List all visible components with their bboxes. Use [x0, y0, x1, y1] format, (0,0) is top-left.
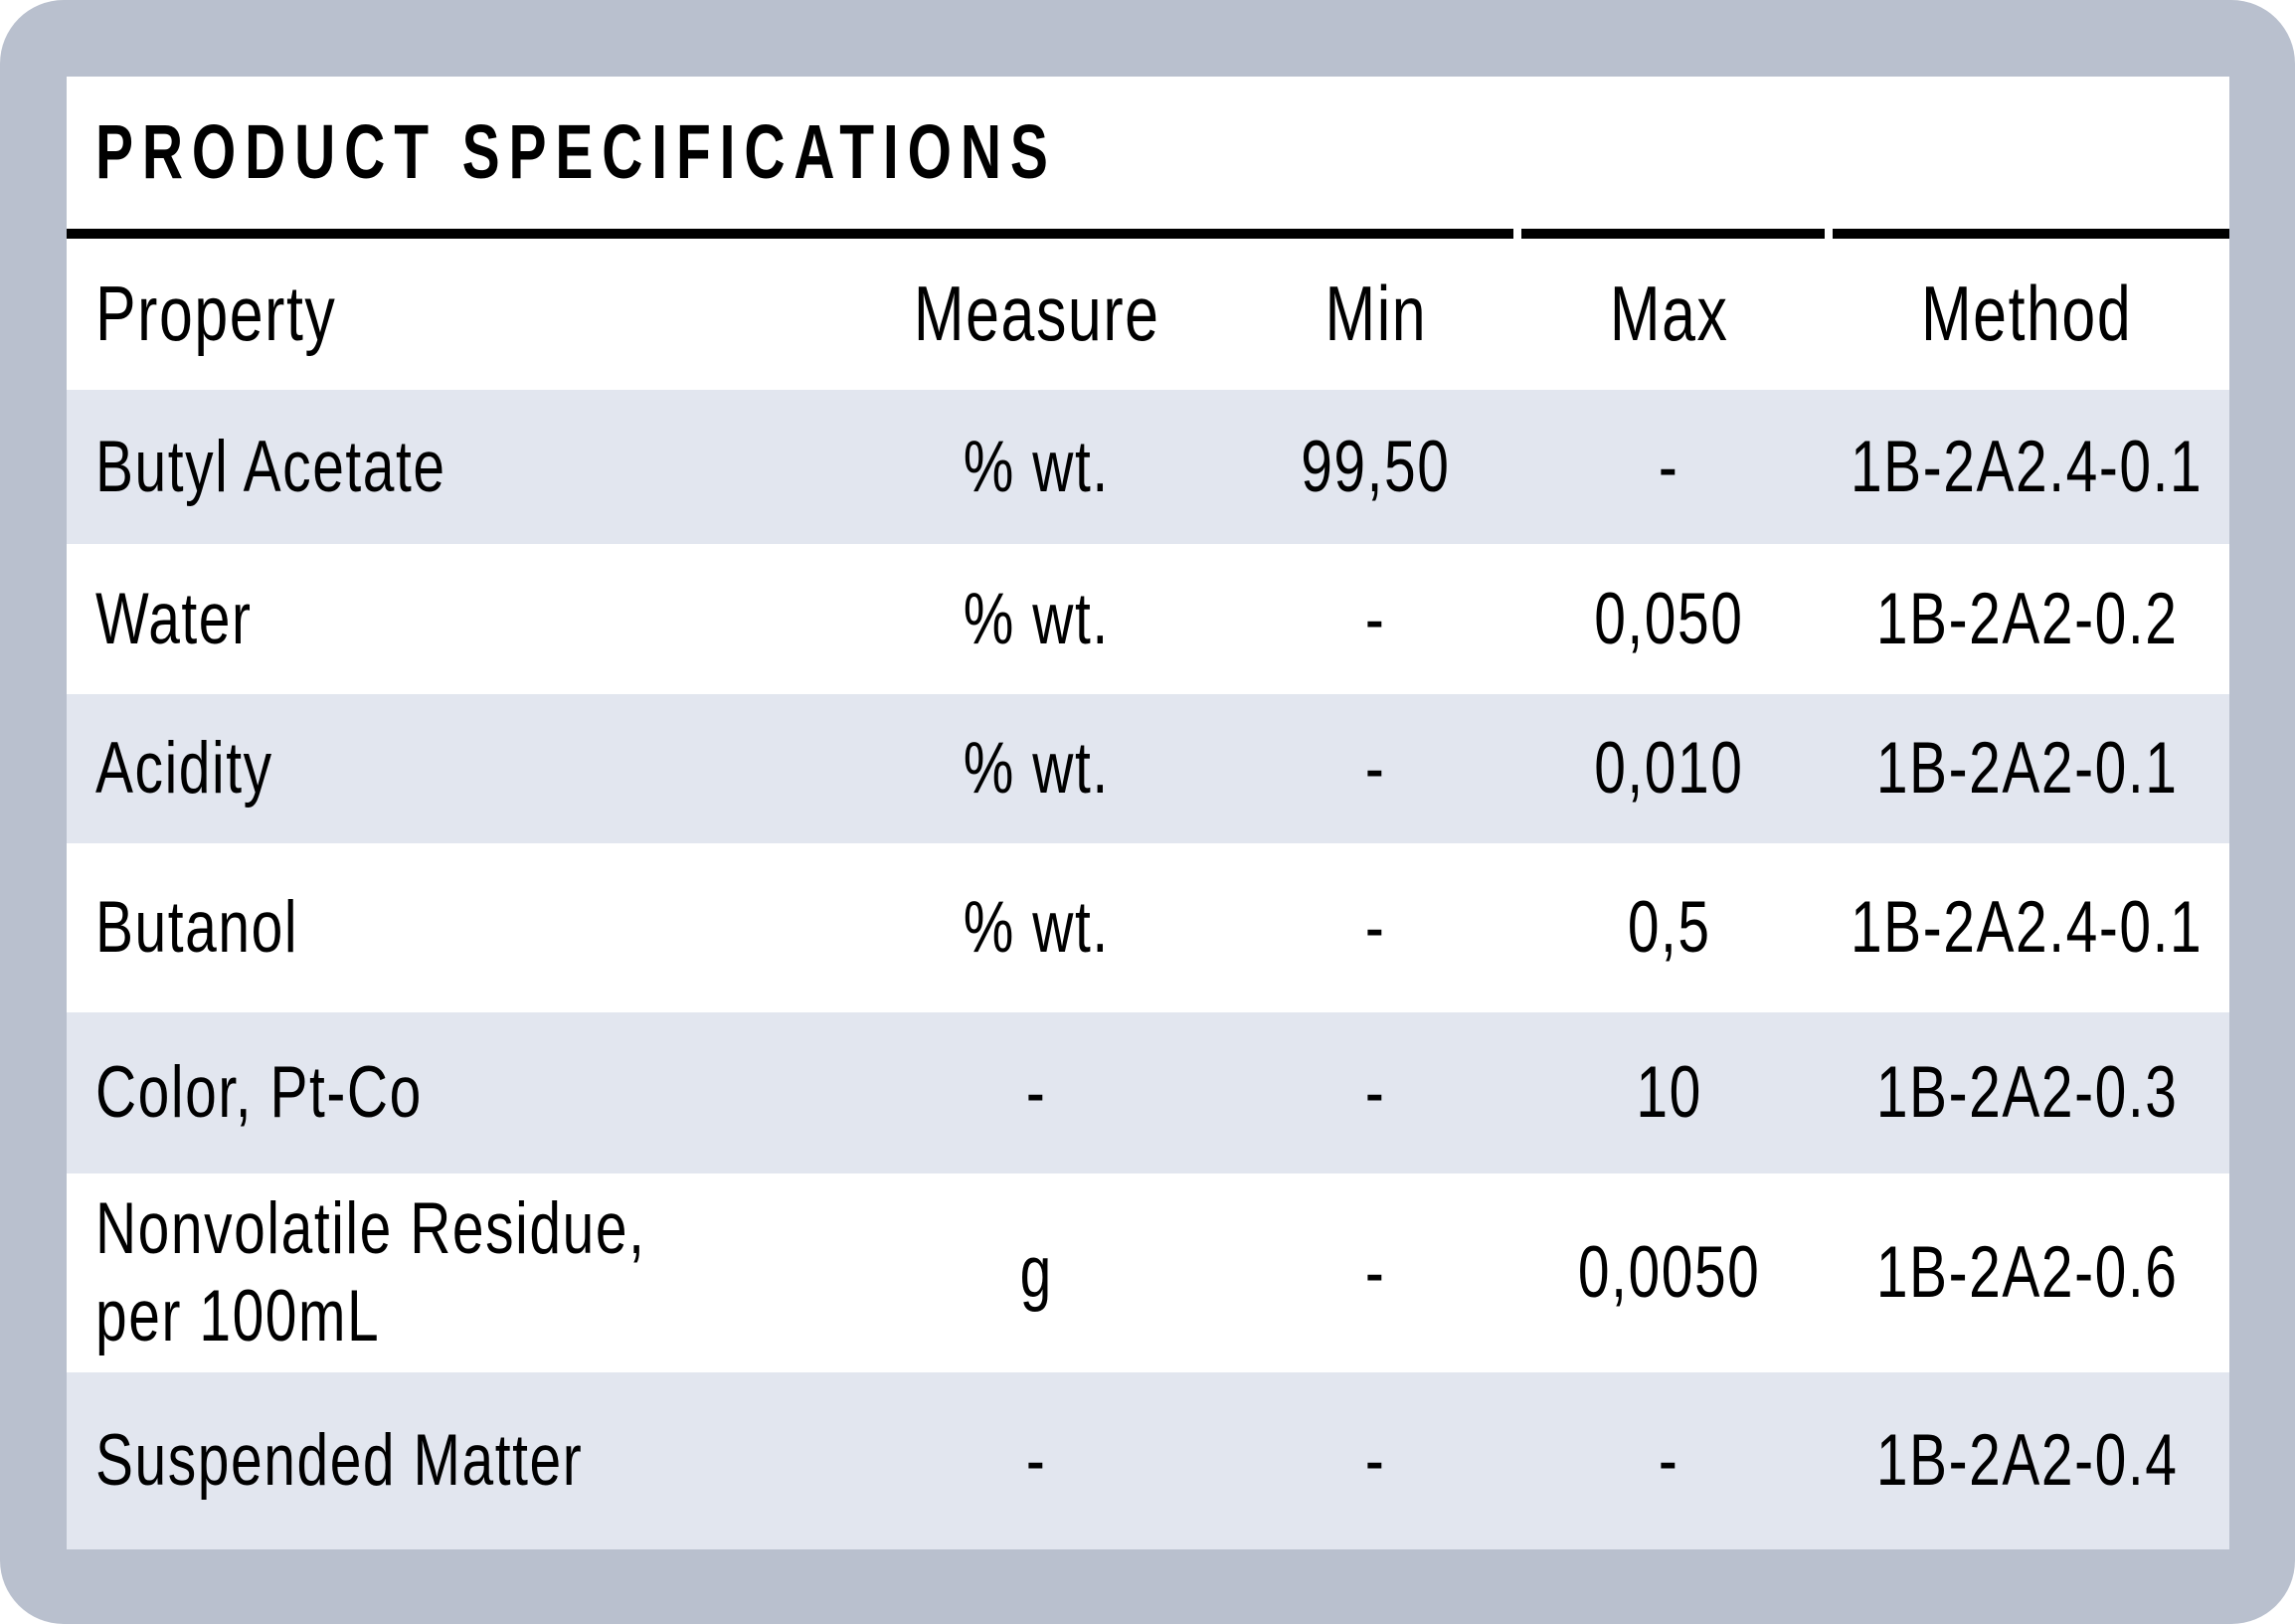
column-header-property: Property	[95, 270, 337, 358]
cell-max: -	[1659, 426, 1679, 507]
cell-property: Nonvolatile Residue, per 100mL	[95, 1188, 646, 1356]
table-row: Water % wt. - 0,050 1B-2A2-0.2	[67, 544, 2229, 694]
table-row: Butanol % wt. - 0,5 1B-2A2.4-0.1	[67, 843, 2229, 1012]
table-row: Nonvolatile Residue, per 100mL g - 0,005…	[67, 1173, 2229, 1372]
cell-max: 0,5	[1627, 887, 1711, 969]
cell-method: 1B-2A2-0.2	[1875, 578, 2179, 659]
table-row: Acidity % wt. - 0,010 1B-2A2-0.1	[67, 694, 2229, 843]
cell-property: Suspended Matter	[95, 1420, 584, 1502]
column-header-method: Method	[1921, 270, 2133, 358]
cell-measure: -	[1026, 1420, 1047, 1502]
header-rule-segment	[1833, 229, 2229, 239]
cell-max: 0,0050	[1577, 1232, 1761, 1314]
cell-min: -	[1365, 578, 1386, 659]
cell-method: 1B-2A2-0.1	[1875, 728, 2179, 810]
cell-property: Butyl Acetate	[95, 426, 446, 507]
cell-measure: g	[1019, 1232, 1054, 1314]
cell-min: -	[1365, 728, 1386, 810]
cell-measure: % wt.	[963, 578, 1111, 659]
cell-max: 0,050	[1594, 578, 1744, 659]
specification-table-card: PRODUCT SPECIFICATIONS Property Measure …	[67, 77, 2229, 1549]
header-rule-segment	[1521, 229, 1825, 239]
cell-min: -	[1365, 1420, 1386, 1502]
header-rule	[67, 229, 2229, 239]
page-title: PRODUCT SPECIFICATIONS	[95, 109, 1057, 195]
table-body: Butyl Acetate % wt. 99,50 - 1B-2A2.4-0.1…	[67, 390, 2229, 1549]
title-row: PRODUCT SPECIFICATIONS	[67, 77, 2229, 229]
cell-method: 1B-2A2.4-0.1	[1851, 887, 2204, 969]
cell-max: -	[1659, 1420, 1679, 1502]
cell-method: 1B-2A2-0.3	[1875, 1052, 2179, 1134]
table-row: Butyl Acetate % wt. 99,50 - 1B-2A2.4-0.1	[67, 390, 2229, 544]
table-row: Suspended Matter - - - 1B-2A2-0.4	[67, 1372, 2229, 1549]
cell-min: -	[1365, 887, 1386, 969]
header-rule-segment	[67, 229, 1513, 239]
column-header-min: Min	[1324, 270, 1427, 358]
cell-property: Butanol	[95, 887, 299, 969]
cell-min: -	[1365, 1232, 1386, 1314]
cell-max: 0,010	[1594, 728, 1744, 810]
table-header-row: Property Measure Min Max Method	[67, 239, 2229, 390]
cell-method: 1B-2A2-0.4	[1875, 1420, 2179, 1502]
cell-property: Acidity	[95, 728, 273, 810]
column-header-max: Max	[1609, 270, 1729, 358]
cell-measure: % wt.	[963, 728, 1111, 810]
cell-method: 1B-2A2.4-0.1	[1851, 426, 2204, 507]
table-row: Color, Pt-Co - - 10 1B-2A2-0.3	[67, 1012, 2229, 1173]
cell-measure: % wt.	[963, 426, 1111, 507]
cell-min: -	[1365, 1052, 1386, 1134]
cell-property: Water	[95, 578, 253, 659]
cell-max: 10	[1636, 1052, 1702, 1134]
cell-method: 1B-2A2-0.6	[1875, 1232, 2179, 1314]
column-header-measure: Measure	[913, 270, 1160, 358]
cell-measure: % wt.	[963, 887, 1111, 969]
cell-measure: -	[1026, 1052, 1047, 1134]
cell-min: 99,50	[1301, 426, 1451, 507]
cell-property: Color, Pt-Co	[95, 1052, 423, 1134]
